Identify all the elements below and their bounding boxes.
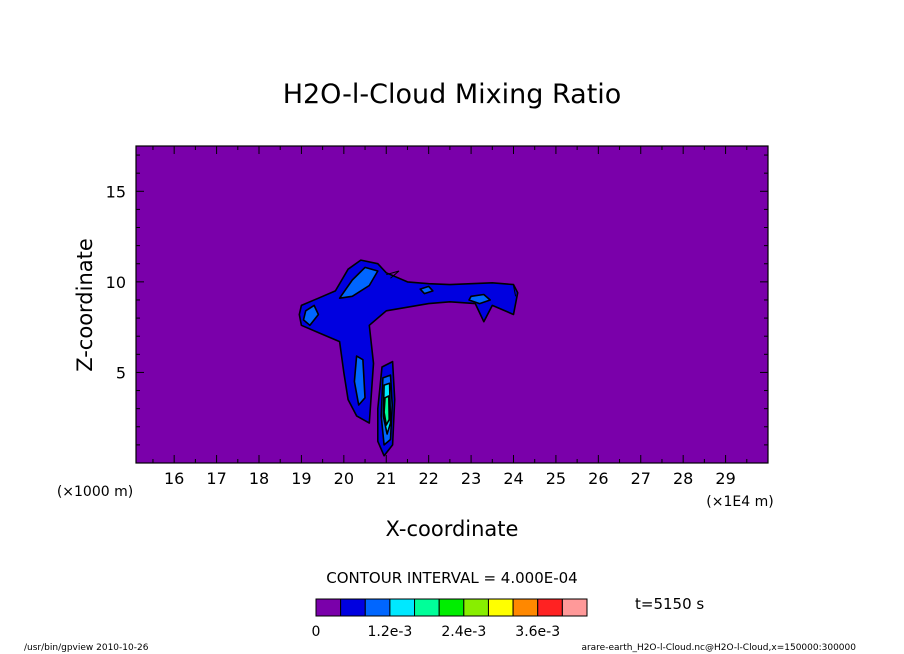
colorbar-tick-label: 2.4e-3 xyxy=(441,624,486,640)
x-tick-label: 25 xyxy=(546,469,566,488)
colorbar-swatch xyxy=(364,598,391,617)
colorbar-swatch xyxy=(340,598,366,617)
colorbar-swatch xyxy=(438,598,465,617)
colorbar-swatch xyxy=(512,598,539,617)
contour-interval-label: CONTOUR INTERVAL = 4.000E-04 xyxy=(326,569,577,587)
contour-line-2 xyxy=(513,285,517,297)
x-tick-label: 23 xyxy=(461,469,481,488)
y-tick-label: 15 xyxy=(106,182,126,201)
contour-region-6 xyxy=(468,293,492,305)
x-tick-label: 26 xyxy=(588,469,608,488)
colorbar-swatch xyxy=(389,598,416,617)
y-tick-label: 5 xyxy=(116,363,126,382)
y-axis-label: Z-coordinate xyxy=(73,238,97,372)
x-tick-label: 16 xyxy=(164,469,184,488)
colorbar-swatch xyxy=(537,598,563,617)
colorbar-swatch xyxy=(561,598,588,617)
y-tick-label: 10 xyxy=(106,273,126,292)
contour-region-5 xyxy=(353,355,366,406)
background-fill xyxy=(136,146,768,463)
x-axis-label: X-coordinate xyxy=(386,517,519,541)
x-tick-label: 20 xyxy=(334,469,354,488)
colorbar-swatch xyxy=(463,598,489,617)
colorbar: 0 1.2e-3 2.4e-3 3.6e-3 xyxy=(312,598,588,640)
y-unit-note: (×1000 m) xyxy=(57,484,133,500)
x-unit-note: (×1E4 m) xyxy=(706,494,773,510)
colorbar-swatch xyxy=(487,598,514,617)
x-tick-label: 18 xyxy=(249,469,269,488)
contour-region-7 xyxy=(419,285,434,295)
x-tick-label: 21 xyxy=(376,469,396,488)
plot-frame xyxy=(135,145,769,464)
x-tick-label: 19 xyxy=(291,469,311,488)
x-axis-ticks: 16 17 18 19 20 21 22 23 24 25 26 27 28 29 xyxy=(152,146,769,488)
x-tick-label: 28 xyxy=(673,469,693,488)
contour-regions xyxy=(298,259,519,457)
x-tick-label: 29 xyxy=(715,469,735,488)
time-label: t=5150 s xyxy=(635,595,704,613)
colorbar-swatch xyxy=(315,598,342,617)
footer-left: /usr/bin/gpview 2010-10-26 xyxy=(24,643,149,653)
colorbar-tick-label: 0 xyxy=(312,624,321,640)
contour-region-4 xyxy=(302,304,320,327)
chart-title: H2O-l-Cloud Mixing Ratio xyxy=(283,79,622,110)
colorbar-tick-label: 1.2e-3 xyxy=(367,624,412,640)
x-tick-label: 24 xyxy=(503,469,523,488)
x-tick-label: 22 xyxy=(418,469,438,488)
colorbar-tick-label: 3.6e-3 xyxy=(515,624,560,640)
colorbar-swatch xyxy=(414,598,440,617)
footer-right: arare-earth_H2O-l-Cloud.nc@H2O-l-Cloud,x… xyxy=(581,643,856,653)
y-axis-ticks: 5 10 15 xyxy=(106,154,768,446)
x-tick-label: 27 xyxy=(631,469,651,488)
plot-area xyxy=(136,146,768,463)
contour-region-10 xyxy=(383,395,391,426)
contour-region-3 xyxy=(338,266,379,300)
x-tick-label: 17 xyxy=(206,469,226,488)
contour-line-1 xyxy=(386,270,400,279)
